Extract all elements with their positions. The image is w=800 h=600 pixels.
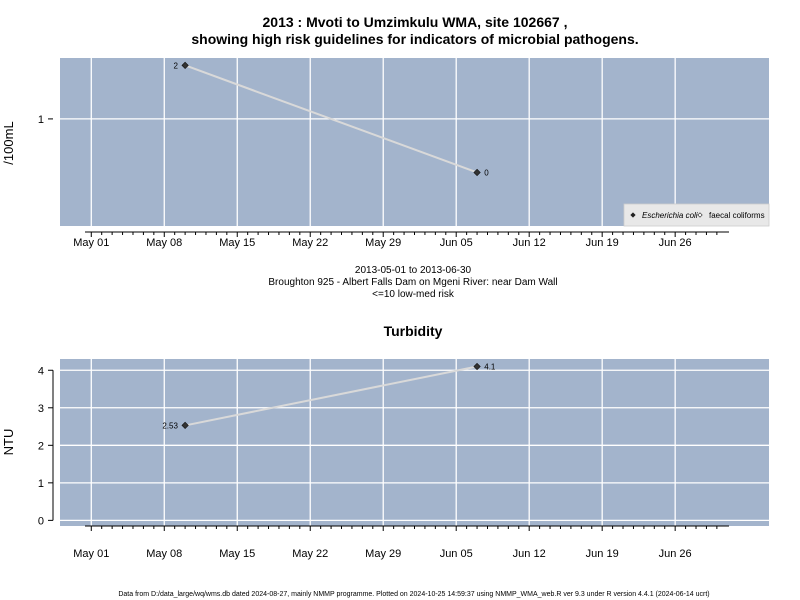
series-line bbox=[184, 365, 478, 427]
data-label: 2.53 bbox=[162, 421, 178, 430]
x-tick-label: May 22 bbox=[292, 237, 328, 249]
x-tick-label: May 15 bbox=[219, 548, 255, 560]
data-point bbox=[181, 61, 189, 69]
x-tick-label: Jun 05 bbox=[440, 548, 473, 560]
x-tick-label: May 29 bbox=[365, 548, 401, 560]
x-tick-label: Jun 26 bbox=[659, 548, 692, 560]
x-tick-label: Jun 19 bbox=[586, 237, 619, 249]
caption-date-range: 2013-05-01 to 2013-06-30 bbox=[355, 265, 472, 276]
y-tick-label: 3 bbox=[38, 403, 44, 415]
chart2-title: Turbidity bbox=[384, 323, 443, 339]
data-label: 2 bbox=[173, 61, 178, 70]
data-point bbox=[473, 362, 481, 371]
y-tick-label: 2 bbox=[38, 440, 44, 452]
x-tick-label: May 15 bbox=[219, 237, 255, 249]
x-tick-label: May 08 bbox=[146, 237, 182, 249]
footer-note: Data from D:/data_large/wq/wms.db dated … bbox=[118, 591, 709, 598]
data-point bbox=[181, 421, 189, 430]
chart2-ylabel: NTU bbox=[1, 429, 16, 456]
data-label: 4.1 bbox=[484, 363, 496, 372]
legend-label: faecal coliforms bbox=[709, 211, 765, 220]
x-tick-label: Jun 12 bbox=[513, 548, 546, 560]
y-tick-label: 1 bbox=[38, 478, 44, 490]
x-tick-label: May 01 bbox=[73, 237, 109, 249]
chart2: NTU May 01 May 08 May 15 May 22 May 29 Jun 05… bbox=[1, 359, 769, 560]
legend-marker-faecal bbox=[697, 212, 703, 218]
legend-box bbox=[623, 203, 770, 227]
x-tick-label: Jun 19 bbox=[586, 548, 619, 560]
y-tick-label: 4 bbox=[38, 365, 44, 377]
y-tick-label: 1 bbox=[38, 114, 44, 126]
x-tick-label: May 01 bbox=[73, 548, 109, 560]
x-tick-label: Jun 05 bbox=[440, 237, 473, 249]
x-tick-label: May 29 bbox=[365, 237, 401, 249]
x-tick-label: May 22 bbox=[292, 548, 328, 560]
plot-area bbox=[60, 359, 769, 526]
x-tick-label: Jun 26 bbox=[659, 237, 692, 249]
legend-label: Escherichia coli bbox=[642, 211, 698, 220]
legend-marker-ecoli bbox=[630, 212, 636, 218]
chart1-title: 2013 : Mvoti to Umzimkulu WMA, site 1026… bbox=[263, 14, 568, 30]
series-line bbox=[184, 64, 478, 174]
data-label: 0 bbox=[484, 168, 489, 177]
y-tick-label: 0 bbox=[38, 515, 44, 527]
x-tick-label: Jun 12 bbox=[513, 237, 546, 249]
x-tick-label: May 08 bbox=[146, 548, 182, 560]
caption-site: Broughton 925 - Albert Falls Dam on Mgen… bbox=[268, 277, 557, 288]
caption-risk: <=10 low-med risk bbox=[372, 289, 455, 300]
plot-area bbox=[60, 58, 769, 226]
chart1: /100mL May 01 May 08 May 15 May 22 May 29 Jun… bbox=[1, 58, 770, 249]
data-point bbox=[473, 168, 481, 177]
chart1-ylabel: /100mL bbox=[1, 121, 16, 164]
chart1-subtitle: showing high risk guidelines for indicat… bbox=[191, 31, 638, 47]
